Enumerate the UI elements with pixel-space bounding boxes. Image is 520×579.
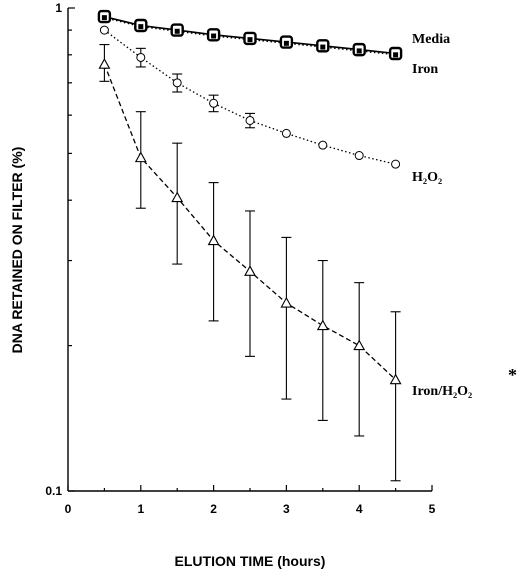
series-line-iron [104,17,396,56]
y-axis-label: DNA RETAINED ON FILTER (%) [9,147,25,354]
point-iron [320,44,326,50]
point-h-o- [245,115,255,125]
point-iron-h-o- [280,296,293,308]
point-h-o- [318,140,328,150]
significance-asterisk: * [508,365,517,385]
point-iron [138,24,144,30]
point-iron-h-o- [389,373,402,385]
series-label-media: Media [412,32,450,47]
series-label-iron-h2o2: Iron/H₂O₂ [412,384,472,399]
point-h-o- [391,159,401,169]
x-tick-label: 0 [65,502,72,516]
point-h-o- [99,25,109,35]
point-iron [356,48,362,54]
point-iron [174,28,180,34]
point-iron-h-o- [134,151,147,163]
point-h-o- [354,151,364,161]
point-iron-h-o- [353,339,366,351]
point-iron-h-o- [171,191,184,203]
series-markers [97,9,403,385]
y-tick-label: 0.1 [45,484,62,498]
x-axis-label: ELUTION TIME (hours) [175,553,326,569]
point-iron [247,37,253,43]
x-tick-label: 1 [137,502,144,516]
y-tick-label: 1 [55,1,62,15]
series-label-iron: Iron [412,62,438,77]
x-tick-label: 3 [283,502,290,516]
point-h-o- [209,98,219,108]
labels: DNA RETAINED ON FILTER (%) ELUTION TIME … [9,32,517,569]
point-iron-h-o- [207,234,220,246]
point-iron [211,33,217,39]
point-iron [101,15,107,21]
point-iron [283,40,289,46]
point-iron-h-o- [98,58,111,69]
point-h-o- [136,52,146,62]
point-iron-h-o- [316,319,329,331]
x-tick-label: 4 [356,502,363,516]
axes: 0 1 2 3 4 5 1 0.1 [45,1,435,516]
series-line-h-o- [104,29,396,165]
point-iron [393,52,399,58]
error-bars [99,44,401,482]
point-h-o- [281,128,291,138]
series-label-h2o2: H₂O₂ [412,170,442,185]
x-tick-label: 5 [429,502,436,516]
x-tick-label: 2 [210,502,217,516]
point-h-o- [172,78,182,88]
point-iron-h-o- [244,265,256,276]
